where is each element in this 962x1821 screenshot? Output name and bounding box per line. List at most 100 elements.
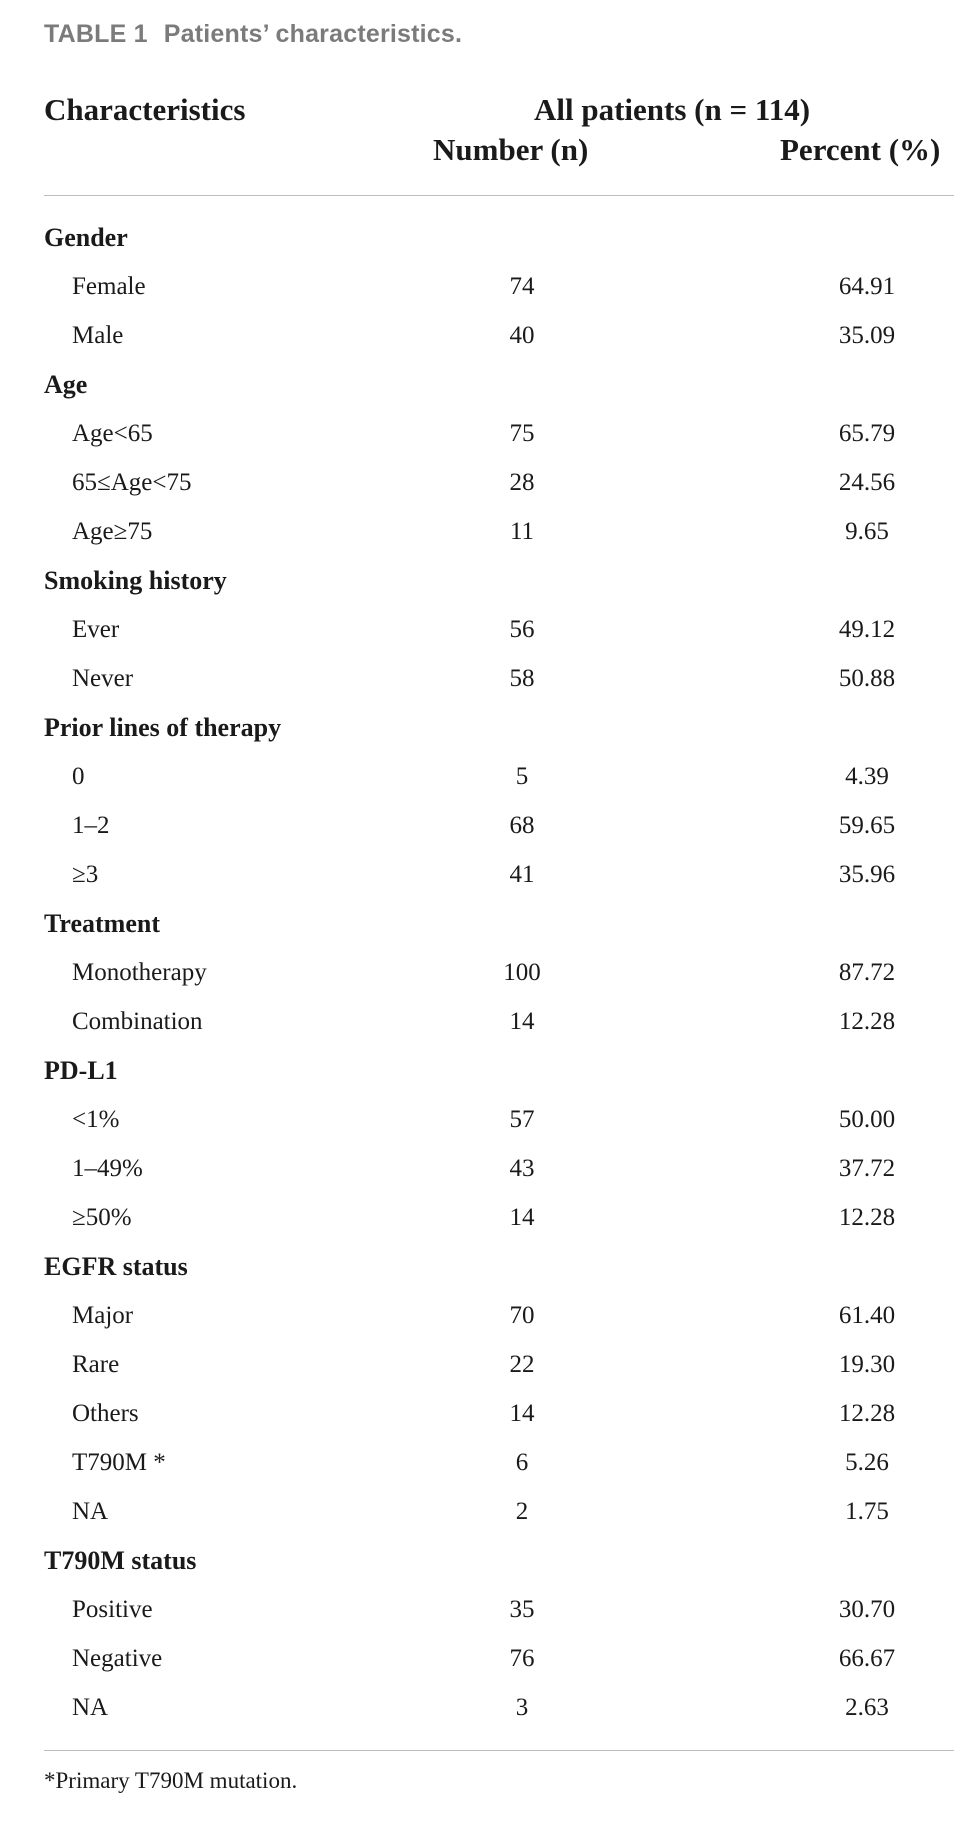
percent-cell: 50.00 xyxy=(838,1106,896,1133)
table-row: <1% 57 50.00 xyxy=(44,1095,954,1144)
table-row: 65≤Age<75 28 24.56 xyxy=(44,458,954,507)
header-percent: Percent (%) xyxy=(780,132,941,167)
percent-cell: 37.72 xyxy=(838,1155,896,1182)
section-label: Prior lines of therapy xyxy=(44,713,282,742)
percent-cell: 50.88 xyxy=(838,665,896,692)
table-row: Combination 14 12.28 xyxy=(44,997,954,1046)
percent-cell: 5.26 xyxy=(845,1449,889,1476)
row-label: ≥50% xyxy=(72,1204,132,1231)
section-row: PD-L1 xyxy=(44,1046,954,1095)
percent-cell: 66.67 xyxy=(838,1645,896,1672)
footer-divider xyxy=(44,1750,954,1751)
percent-cell: 61.40 xyxy=(838,1302,896,1329)
row-label: Rare xyxy=(72,1351,120,1378)
row-label: Age≥75 xyxy=(72,518,153,545)
number-cell: 40 xyxy=(509,322,535,349)
number-cell: 35 xyxy=(509,1596,535,1623)
table-row: 1–49% 43 37.72 xyxy=(44,1144,954,1193)
percent-cell: 65.79 xyxy=(838,420,896,447)
row-label: Others xyxy=(72,1400,139,1427)
table-row: 0 5 4.39 xyxy=(44,752,954,801)
number-cell: 14 xyxy=(509,1400,535,1427)
table-row: Ever 56 49.12 xyxy=(44,605,954,654)
number-cell: 70 xyxy=(509,1302,535,1329)
table-row: Negative 76 66.67 xyxy=(44,1634,954,1683)
row-label: ≥3 xyxy=(72,861,99,888)
number-cell: 100 xyxy=(503,959,541,986)
number-cell: 76 xyxy=(509,1645,535,1672)
percent-cell: 49.12 xyxy=(838,616,896,643)
row-label: 1–2 xyxy=(72,812,110,839)
section-row: Treatment xyxy=(44,899,954,948)
section-row: T790M status xyxy=(44,1536,954,1585)
section-row: Prior lines of therapy xyxy=(44,703,954,752)
number-cell: 41 xyxy=(509,861,535,888)
table-row: NA 3 2.63 xyxy=(44,1683,954,1732)
table-row: Monotherapy 100 87.72 xyxy=(44,948,954,997)
table-row: Female 74 64.91 xyxy=(44,262,954,311)
row-label: Male xyxy=(72,322,124,349)
percent-cell: 87.72 xyxy=(838,959,896,986)
percent-cell: 2.63 xyxy=(845,1694,889,1721)
row-label: <1% xyxy=(72,1106,120,1133)
section-label: Gender xyxy=(44,223,128,252)
table-row: Rare 22 19.30 xyxy=(44,1340,954,1389)
table-row: Positive 35 30.70 xyxy=(44,1585,954,1634)
number-cell: 5 xyxy=(515,763,529,790)
row-label: Negative xyxy=(72,1645,163,1672)
number-cell: 22 xyxy=(509,1351,535,1378)
percent-cell: 64.91 xyxy=(838,273,896,300)
number-cell: 2 xyxy=(515,1498,529,1525)
section-label: EGFR status xyxy=(44,1252,188,1281)
section-label: Smoking history xyxy=(44,566,227,595)
header-group: All patients (n = 114) xyxy=(534,92,811,127)
row-label: Female xyxy=(72,273,146,300)
number-cell: 14 xyxy=(509,1008,535,1035)
header-divider xyxy=(44,195,954,196)
header-characteristics: Characteristics xyxy=(44,92,246,127)
row-label: 1–49% xyxy=(72,1155,143,1182)
row-label: 65≤Age<75 xyxy=(72,469,192,496)
section-row: Age xyxy=(44,360,954,409)
number-cell: 58 xyxy=(509,665,535,692)
percent-cell: 19.30 xyxy=(838,1351,896,1378)
row-label: Ever xyxy=(72,616,120,643)
section-label: Treatment xyxy=(44,909,160,938)
table-row: ≥50% 14 12.28 xyxy=(44,1193,954,1242)
table-row: Age≥75 11 9.65 xyxy=(44,507,954,556)
table-body: Gender Female 74 64.91 Male 40 35.09 Age Age<65 7… xyxy=(44,213,954,1732)
row-label: Never xyxy=(72,665,134,692)
percent-cell: 1.75 xyxy=(845,1498,889,1525)
row-label: Monotherapy xyxy=(72,959,207,986)
table-row: NA 2 1.75 xyxy=(44,1487,954,1536)
row-label: NA xyxy=(72,1498,109,1525)
percent-cell: 4.39 xyxy=(845,763,889,790)
table-row: Age<65 75 65.79 xyxy=(44,409,954,458)
number-cell: 3 xyxy=(515,1694,529,1721)
number-cell: 43 xyxy=(509,1155,535,1182)
number-cell: 74 xyxy=(509,273,535,300)
section-row: EGFR status xyxy=(44,1242,954,1291)
row-label: 0 xyxy=(72,763,85,790)
table-title: Patients’ characteristics. xyxy=(163,20,463,48)
header-number: Number (n) xyxy=(433,132,589,167)
number-cell: 6 xyxy=(515,1449,529,1476)
row-label: T790M * xyxy=(72,1449,166,1476)
percent-cell: 59.65 xyxy=(838,812,896,839)
percent-cell: 12.28 xyxy=(838,1400,896,1427)
row-label: Positive xyxy=(72,1596,153,1623)
table-label: TABLE 1 xyxy=(44,20,148,48)
number-cell: 68 xyxy=(509,812,535,839)
table-row: Major 70 61.40 xyxy=(44,1291,954,1340)
section-label: T790M status xyxy=(44,1546,197,1575)
row-label: NA xyxy=(72,1694,109,1721)
section-label: Age xyxy=(44,370,88,399)
percent-cell: 24.56 xyxy=(838,469,896,496)
table-row: Male 40 35.09 xyxy=(44,311,954,360)
percent-cell: 12.28 xyxy=(838,1008,896,1035)
table-row: ≥3 41 35.96 xyxy=(44,850,954,899)
section-row: Smoking history xyxy=(44,556,954,605)
row-label: Age<65 xyxy=(72,420,153,447)
table-row: T790M * 6 5.26 xyxy=(44,1438,954,1487)
percent-cell: 12.28 xyxy=(838,1204,896,1231)
